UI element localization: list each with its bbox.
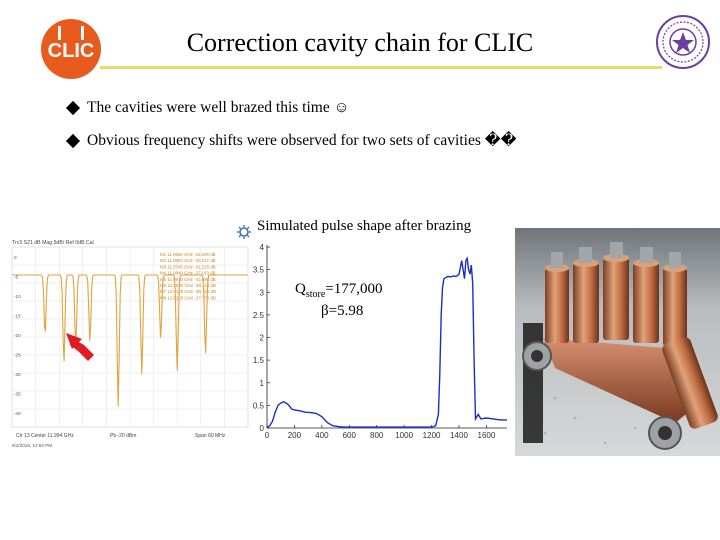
pulse-y-tick-label: 1.5 bbox=[253, 356, 265, 365]
q-store-label: Qstore=177,000 bbox=[295, 281, 383, 300]
analyzer-y-tick-label: 0 bbox=[14, 255, 17, 260]
title-underline bbox=[100, 66, 662, 69]
analyzer-y-tick-label: -40 bbox=[14, 411, 21, 416]
analyzer-marker-entry: M4 11.9840 GHz -37.183 dB bbox=[160, 271, 216, 276]
analyzer-center-label: Ctr 13 Center 11.994 GHz bbox=[16, 433, 74, 439]
pulse-x-tick-label: 1400 bbox=[450, 431, 468, 440]
pulse-y-tick-label: 2.5 bbox=[253, 311, 265, 320]
pulse-y-tick-label: 1 bbox=[260, 379, 265, 388]
analyzer-span-label: Span 60 MHz bbox=[195, 433, 226, 439]
pulse-y-tick-label: 4 bbox=[260, 243, 265, 252]
beta-label: β=5.98 bbox=[321, 303, 363, 319]
pulse-x-tick-label: 1600 bbox=[478, 431, 496, 440]
pulse-y-tick-label: 0 bbox=[260, 424, 265, 433]
pulse-y-tick-label: 3.5 bbox=[253, 266, 265, 275]
pulse-x-tick-label: 1200 bbox=[423, 431, 441, 440]
pulse-y-tick-label: 2 bbox=[260, 334, 265, 343]
analyzer-y-tick-label: -10 bbox=[14, 294, 21, 299]
analyzer-marker-entry: M1 11.9550 GHz -33.506 dB bbox=[160, 252, 216, 257]
pulse-y-tick-label: 3 bbox=[260, 288, 265, 297]
slide-title: Correction cavity chain for CLIC bbox=[186, 28, 534, 57]
analyzer-grid bbox=[12, 247, 248, 427]
analyzer-y-tick-label: -25 bbox=[14, 353, 21, 358]
pulse-x-tick-label: 600 bbox=[343, 431, 357, 440]
diamond-bullet-icon bbox=[65, 133, 81, 148]
pulse-y-tick-label: 0.5 bbox=[253, 401, 265, 410]
pulse-x-tick-label: 400 bbox=[315, 431, 329, 440]
pulse-series-line bbox=[266, 256, 507, 429]
clic-logo: CLIC bbox=[41, 19, 101, 79]
analyzer-y-ticks: 0 -5 -10 -15 -20 -25 -30 -35 -40 bbox=[14, 255, 21, 416]
clic-logo-text: CLIC bbox=[48, 40, 95, 62]
pulse-plot-title: Simulated pulse shape after brazing bbox=[257, 218, 472, 234]
analyzer-marker-entry: M5 11.9930 GHz -41.095 dB bbox=[160, 277, 216, 282]
bullet-text: Obvious frequency shifts were observed f… bbox=[87, 132, 517, 149]
university-seal bbox=[656, 15, 710, 69]
pulse-x-tick-label: 800 bbox=[370, 431, 384, 440]
pulse-x-tick-label: 1000 bbox=[395, 431, 413, 440]
pulse-shape-plot: 0 200 400 600 800 1000 1200 1400 1600 0 0.5 1 1.5 2 2.… bbox=[253, 241, 511, 444]
cavity-chain-photo bbox=[515, 228, 720, 456]
pulse-x-tick-label: 0 bbox=[265, 431, 270, 440]
analyzer-marker-entry: M8 12.0220 GHz -37.776 dB bbox=[160, 295, 216, 300]
analyzer-marker-entry: M3 11.9740 GHz -41.315 dB bbox=[160, 264, 216, 269]
analyzer-y-tick-label: -20 bbox=[14, 333, 21, 338]
bullet-item: The cavities were well brazed this time … bbox=[65, 99, 350, 117]
analyzer-y-tick-label: -30 bbox=[14, 372, 21, 377]
analyzer-y-tick-label: -15 bbox=[14, 314, 21, 319]
analyzer-marker-entry: M7 12.0130 GHz -35.735 dB bbox=[160, 289, 216, 294]
pulse-x-tick-label: 200 bbox=[288, 431, 302, 440]
analyzer-y-tick-label: -5 bbox=[14, 275, 19, 280]
red-arrow-icon bbox=[66, 333, 94, 361]
analyzer-header: Trc3 S21 dB Mag 5dB/ Ref 0dB Cal bbox=[12, 240, 94, 246]
network-analyzer-screenshot: Trc3 S21 dB Mag 5dB/ Ref 0dB Cal 0 -5 -10 -… bbox=[10, 237, 250, 457]
analyzer-power-label: Pb -20 dBm bbox=[110, 433, 136, 439]
settings-gear-icon bbox=[237, 225, 251, 239]
analyzer-marker-entry: M2 11.9650 GHz -30.617 dB bbox=[160, 258, 216, 263]
analyzer-timestamp: 9/2/2016, 12:53 PM bbox=[12, 443, 52, 448]
analyzer-marker-entry: M6 12.0030 GHz -38.123 dB bbox=[160, 283, 216, 288]
clic-logo-circle bbox=[41, 19, 101, 79]
bullet-text: The cavities were well brazed this time … bbox=[87, 99, 350, 116]
analyzer-y-tick-label: -35 bbox=[14, 392, 21, 397]
pulse-ticks: 0 200 400 600 800 1000 1200 1400 1600 0 0.5 1 1.5 2 2.… bbox=[253, 243, 496, 440]
transmission-trace bbox=[12, 274, 248, 407]
diamond-bullet-icon bbox=[65, 100, 81, 116]
bullet-item: Obvious frequency shifts were observed f… bbox=[65, 131, 517, 150]
